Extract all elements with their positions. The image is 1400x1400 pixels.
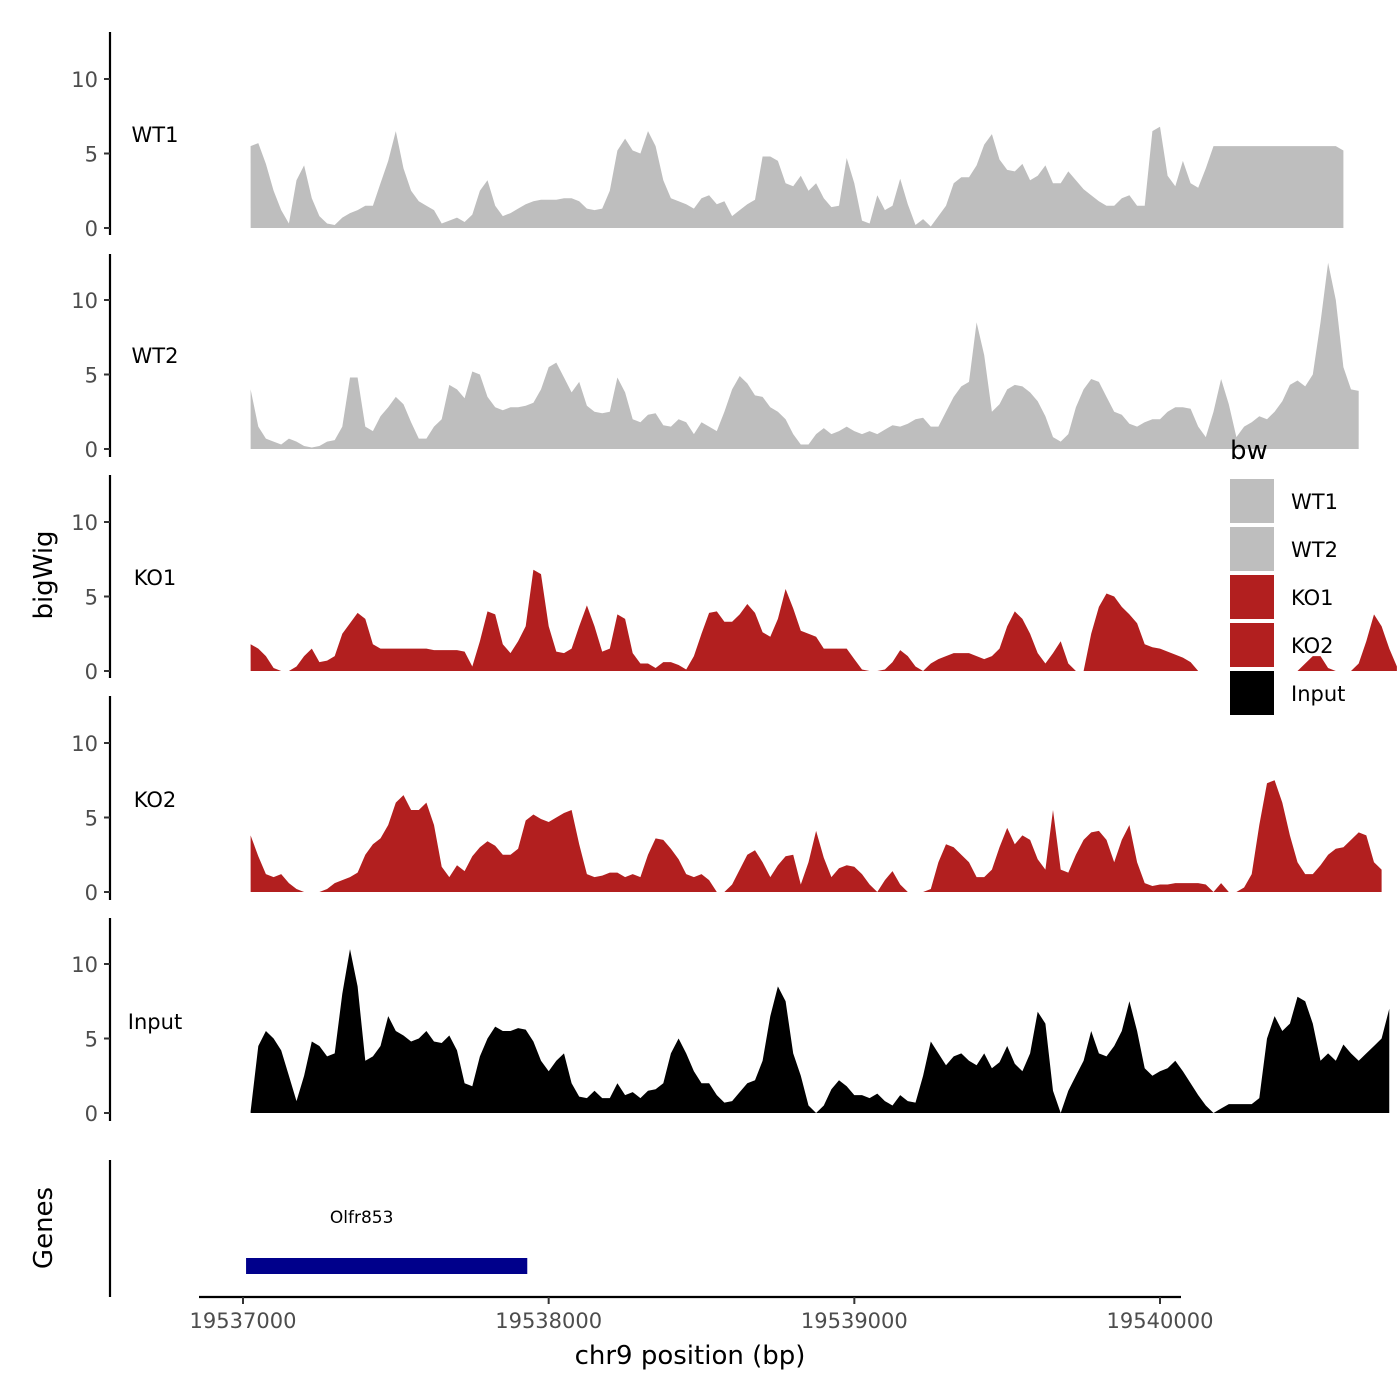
- y-tick-label: 5: [85, 1028, 98, 1052]
- legend-label: KO1: [1291, 586, 1334, 610]
- x-tick-label: 19540000: [1107, 1309, 1214, 1333]
- genes-axis-title: Genes: [29, 1187, 59, 1269]
- track-area-wt2: [250, 262, 1359, 449]
- legend-label: WT1: [1291, 490, 1338, 514]
- track-label: Input: [128, 1010, 182, 1034]
- y-axis-title: bigWig: [29, 530, 59, 619]
- track-panel-ko2: 0 5 10 KO2: [71, 696, 1382, 905]
- track-label: WT1: [132, 123, 179, 147]
- legend-swatch: [1230, 575, 1274, 619]
- y-tick-label: 10: [71, 732, 98, 756]
- track-panel-wt2: 0 5 10 WT2: [71, 254, 1359, 462]
- track-label: KO1: [134, 566, 177, 590]
- y-tick-label: 0: [85, 1102, 98, 1126]
- y-tick-label: 0: [85, 438, 98, 462]
- y-tick-label: 0: [85, 881, 98, 905]
- track-panel-ko1: 0 5 10 KO1: [71, 475, 1397, 684]
- x-tick-label: 19539000: [801, 1309, 908, 1333]
- legend-swatch: [1230, 671, 1274, 715]
- track-panels: 0 5 10 WT1 0 5 10 WT2 0 5 10 KO1 0 5 10 KO2 0 5 10 Input: [71, 32, 1397, 1126]
- track-panel-input: 0 5 10 Input: [71, 918, 1390, 1126]
- y-tick-label: 0: [85, 217, 98, 241]
- track-area-ko1: [250, 569, 1397, 671]
- track-label: WT2: [132, 344, 179, 368]
- x-axis-ticks: 19537000 19538000 19539000 19540000: [190, 1297, 1214, 1333]
- track-area-input: [250, 949, 1390, 1113]
- y-tick-label: 10: [71, 511, 98, 535]
- legend-swatch: [1230, 479, 1274, 523]
- y-tick-label: 5: [85, 364, 98, 388]
- legend: bw WT1 WT2 KO1 KO2 Input: [1230, 436, 1345, 715]
- y-tick-label: 10: [71, 68, 98, 92]
- y-tick-label: 0: [85, 660, 98, 684]
- gene-bar: [246, 1258, 528, 1274]
- legend-label: Input: [1291, 682, 1345, 706]
- track-label: KO2: [134, 788, 177, 812]
- track-panel-wt1: 0 5 10 WT1: [71, 32, 1344, 241]
- genes-panel: Olfr853: [246, 1208, 528, 1274]
- x-tick-label: 19537000: [190, 1309, 297, 1333]
- axes: 19537000 19538000 19539000 19540000: [108, 1160, 1214, 1333]
- legend-swatch: [1230, 623, 1274, 667]
- x-axis-title: chr9 position (bp): [575, 1341, 806, 1371]
- legend-swatch: [1230, 527, 1274, 571]
- x-tick-label: 19538000: [495, 1309, 602, 1333]
- legend-label: WT2: [1291, 538, 1338, 562]
- legend-title: bw: [1230, 436, 1268, 466]
- gene-label: Olfr853: [330, 1208, 394, 1228]
- y-tick-label: 5: [85, 807, 98, 831]
- legend-label: KO2: [1291, 634, 1334, 658]
- track-area-ko2: [250, 780, 1382, 892]
- y-tick-label: 10: [71, 953, 98, 977]
- legend-entries: WT1 WT2 KO1 KO2 Input: [1230, 479, 1345, 715]
- y-tick-label: 5: [85, 143, 98, 167]
- track-area-wt1: [250, 126, 1344, 228]
- y-tick-label: 10: [71, 289, 98, 313]
- y-tick-label: 5: [85, 586, 98, 610]
